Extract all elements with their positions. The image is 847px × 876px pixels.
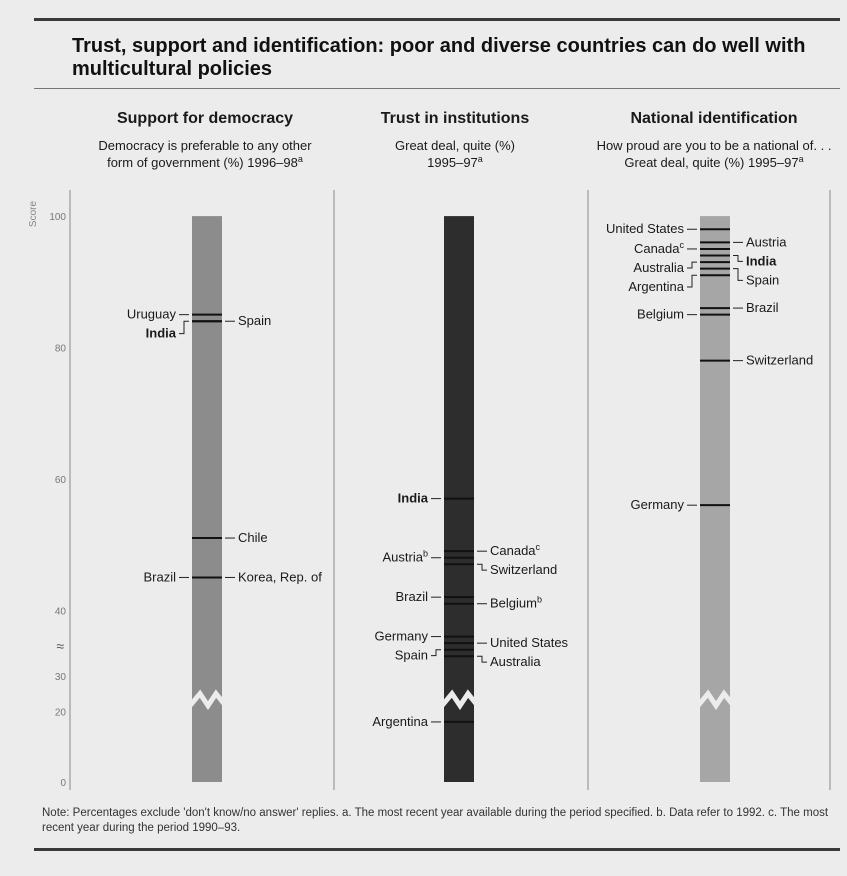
axis-tick-label: 60 (55, 475, 67, 486)
country-label: Austria (746, 234, 787, 249)
top-rule (34, 18, 840, 21)
country-label: Korea, Rep. of (238, 569, 322, 584)
panel-subtitle: form of government (%) 1996–98a (107, 154, 303, 170)
country-label: Spain (746, 272, 779, 287)
axis-tick-label: 0 (60, 778, 66, 789)
axis-tick-label: 30 (55, 672, 67, 683)
country-label: Argentina (372, 714, 428, 729)
panel-title: Trust in institutions (381, 110, 530, 127)
panel-subtitle: How proud are you to be a national of. .… (597, 138, 832, 153)
panel-subtitle: Great deal, quite (%) (395, 138, 515, 153)
axis-tick-label: 20 (55, 707, 67, 718)
panel-subtitle: Great deal, quite (%) 1995–97a (624, 154, 803, 170)
country-label: India (746, 253, 777, 268)
bottom-rule (34, 848, 840, 851)
axis-tick-label: 100 (49, 212, 66, 223)
country-label: Brazil (143, 569, 176, 584)
country-label: Chile (238, 530, 268, 545)
axis-tick-label: 80 (55, 344, 67, 355)
country-label: Switzerland (746, 353, 813, 368)
country-label: Switzerland (490, 562, 557, 577)
country-label: Austriab (383, 549, 428, 565)
country-label: India (398, 491, 429, 506)
leader-line (477, 655, 487, 663)
score-bar (700, 216, 730, 783)
country-label: Germany (631, 497, 685, 512)
panel-title: National identification (630, 110, 797, 127)
country-label: Belgium (637, 307, 684, 322)
axis-break-zigzag (696, 689, 734, 711)
figure-title: Trust, support and identification: poor … (72, 35, 806, 80)
title-divider (34, 88, 840, 89)
axis-break-zigzag (188, 689, 226, 711)
axis-break-zigzag (440, 689, 478, 711)
axis-title: Score (28, 201, 39, 228)
country-label: Canadac (490, 542, 541, 558)
country-label: India (146, 326, 177, 341)
panel-title: Support for democracy (117, 110, 293, 127)
axis-break-mark: ≈ (56, 638, 64, 654)
score-bar (192, 216, 222, 783)
country-label: Brazil (395, 589, 428, 604)
country-label: Belgiumb (490, 595, 542, 611)
footnote: Note: Percentages exclude 'don't know/no… (42, 807, 829, 834)
leader-line (687, 274, 697, 288)
country-label: Germany (375, 629, 429, 644)
leader-line (733, 268, 743, 281)
country-label: Spain (395, 648, 428, 663)
country-label: Uruguay (127, 307, 177, 322)
country-label: Canadac (634, 240, 685, 256)
country-label: Australia (633, 260, 684, 275)
leader-line (477, 563, 487, 571)
country-label: United States (490, 635, 569, 650)
country-label: Argentina (628, 279, 684, 294)
axis-tick-label: 40 (55, 606, 67, 617)
panel-subtitle: 1995–97a (427, 154, 483, 170)
leader-line (733, 255, 743, 262)
country-label: Australia (490, 654, 541, 669)
country-label: Brazil (746, 300, 779, 315)
panel-subtitle: Democracy is preferable to any other (98, 138, 312, 153)
country-label: Spain (238, 313, 271, 328)
country-label: United States (606, 221, 685, 236)
leader-line (431, 649, 441, 657)
leader-line (179, 320, 189, 335)
leader-line (687, 261, 697, 269)
